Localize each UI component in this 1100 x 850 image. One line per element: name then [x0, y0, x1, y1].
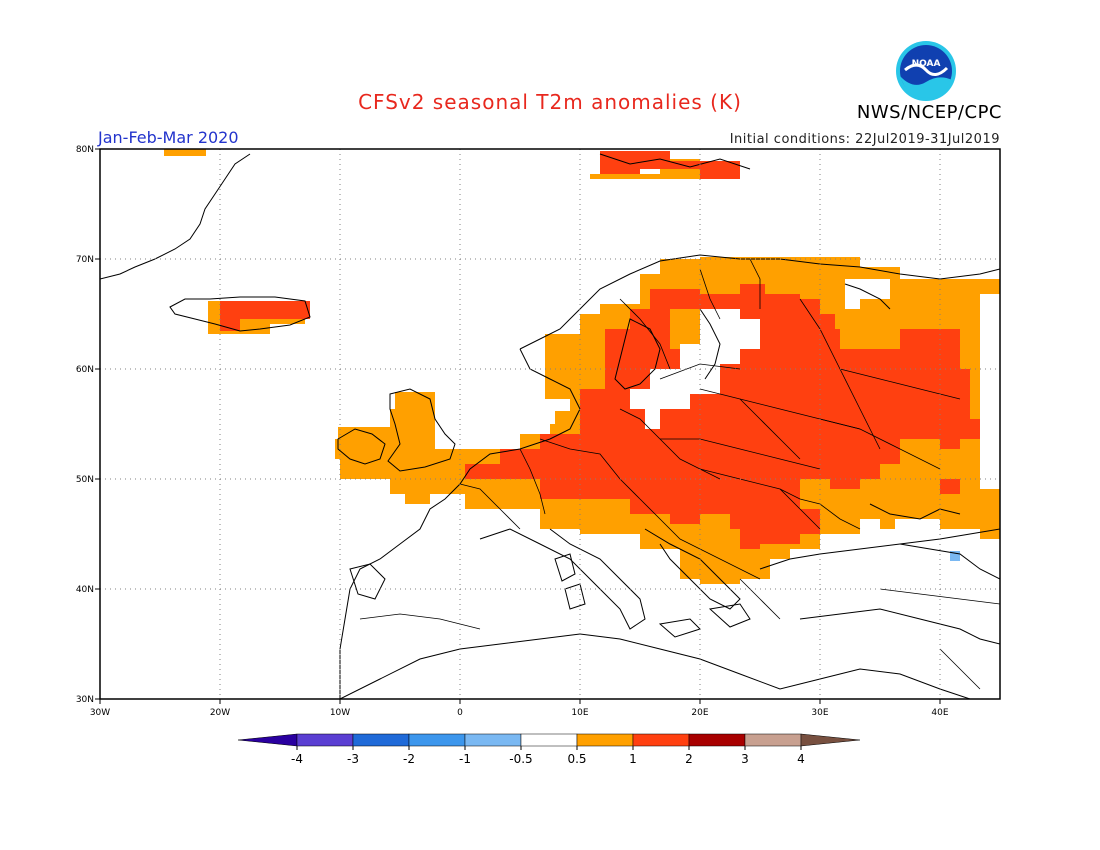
lon-label: 0 — [457, 708, 463, 718]
tick-marks — [95, 148, 941, 704]
legend-label: -1 — [459, 752, 471, 766]
legend-label: 3 — [741, 752, 749, 766]
agency-label: NWS/NCEP/CPC — [856, 102, 1002, 123]
lon-label: 20E — [691, 708, 708, 718]
lat-label: 40N — [76, 585, 94, 595]
lat-label: 50N — [76, 475, 94, 485]
color-legend: -4 -3 -2 -1 -0.5 0.5 1 2 3 4 — [237, 733, 862, 773]
logo-text: NOAA — [912, 59, 941, 69]
lat-label: 70N — [76, 255, 94, 265]
lat-label: 60N — [76, 365, 94, 375]
legend-label: -4 — [291, 752, 303, 766]
initial-conditions: Initial conditions: 22Jul2019-31Jul2019 — [729, 132, 1000, 147]
legend-label: -0.5 — [509, 752, 532, 766]
coastlines — [100, 153, 1000, 699]
lon-label: 30W — [90, 708, 110, 718]
legend-swatch — [296, 733, 354, 747]
lat-tick-labels: 30N 40N 50N 60N 70N 80N — [76, 145, 94, 705]
lon-label: 10W — [330, 708, 350, 718]
lat-label: 80N — [76, 145, 94, 155]
legend-swatch — [744, 733, 802, 747]
chart-title: CFSv2 seasonal T2m anomalies (K) — [358, 90, 742, 114]
legend-swatch — [464, 733, 522, 747]
lon-label: 30E — [811, 708, 828, 718]
legend-swatch — [800, 733, 861, 747]
legend-label: -3 — [347, 752, 359, 766]
legend-swatch — [352, 733, 410, 747]
anomaly-shading-red — [220, 151, 980, 549]
legend-label: 0.5 — [567, 752, 586, 766]
legend-label: -2 — [403, 752, 415, 766]
forecast-period: Jan-Feb-Mar 2020 — [98, 128, 239, 147]
legend-swatch — [688, 733, 746, 747]
legend-label: 2 — [685, 752, 693, 766]
map-frame — [99, 148, 1001, 700]
legend-swatch — [632, 733, 690, 747]
legend-label: 1 — [629, 752, 637, 766]
lon-label: 40E — [931, 708, 948, 718]
anomaly-map: 30W 20W 10W 0 10E 20E 30E 40E 30N 40N 50… — [76, 145, 1001, 718]
noaa-logo: NOAA — [895, 40, 957, 102]
lon-tick-labels: 30W 20W 10W 0 10E 20E 30E 40E — [90, 708, 949, 718]
legend-swatch — [408, 733, 466, 747]
legend-swatch — [576, 733, 634, 747]
lon-label: 20W — [210, 708, 230, 718]
lon-label: 10E — [571, 708, 588, 718]
gridlines — [100, 149, 1000, 699]
legend-swatch — [237, 733, 298, 747]
legend-swatch — [520, 733, 578, 747]
lat-label: 30N — [76, 695, 94, 705]
legend-label: 4 — [797, 752, 805, 766]
